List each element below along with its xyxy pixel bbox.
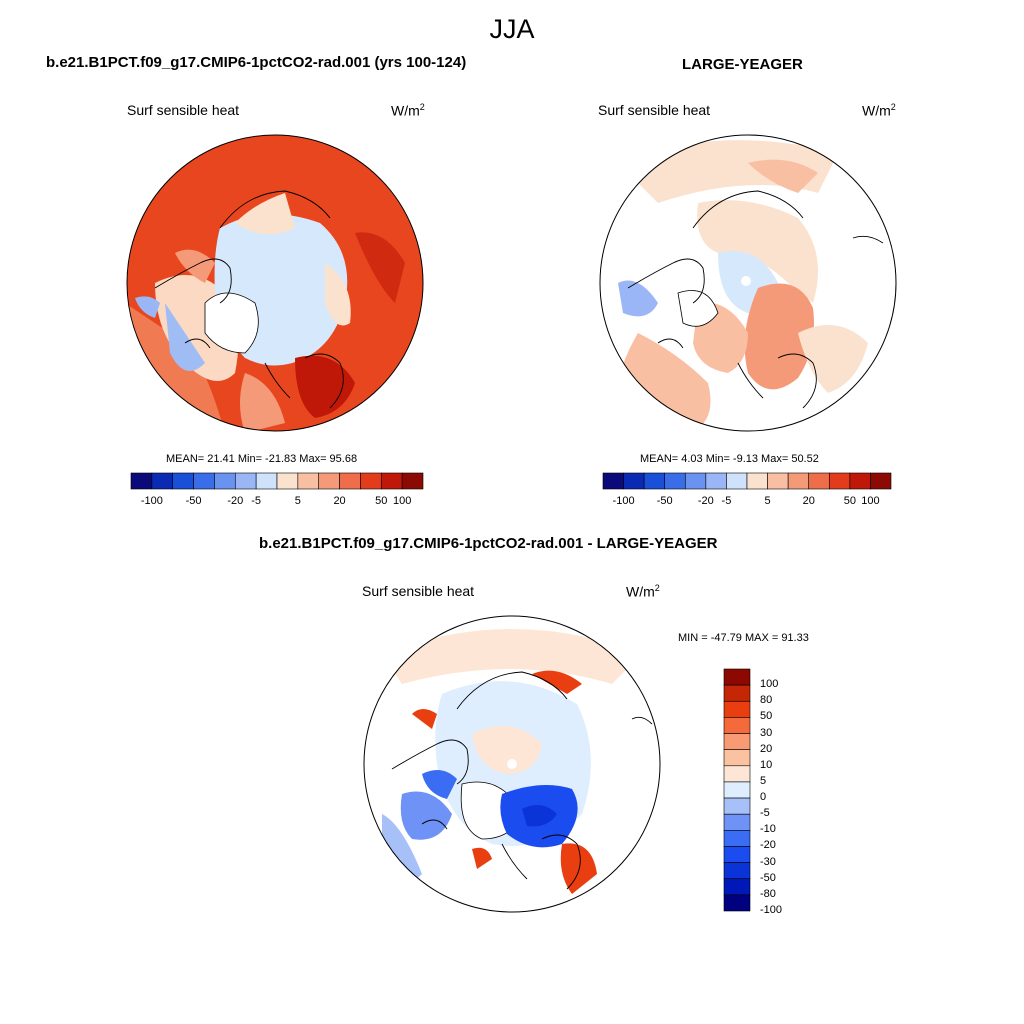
panel2-variable-label: Surf sensible heat [598,102,711,118]
colorbar-swatch [705,472,727,490]
panel3-title: b.e21.B1PCT.f09_g17.CMIP6-1pctCO2-rad.00… [259,535,718,552]
panel2-polar-map [599,134,897,432]
panel1-stats: MEAN= 21.41 Min= -21.83 Max= 95.68 [166,453,358,465]
colorbar-swatch [664,472,686,490]
colorbar-tick-label: 5 [760,774,767,787]
colorbar-tick-label: 0 [760,791,767,804]
panel1-colorbar [130,472,424,490]
colorbar-tick-label: 80 [760,694,773,707]
colorbar-swatch [723,797,751,815]
colorbar-tick-label: 30 [760,726,773,739]
colorbar-swatch [297,472,320,490]
colorbar-tick-label: 50 [760,710,773,723]
colorbar-tick-label: -100 [612,495,635,507]
colorbar-tick-label: 20 [760,742,773,755]
colorbar-tick-label: 20 [333,495,346,507]
colorbar-swatch [723,765,751,783]
colorbar-swatch [746,472,768,490]
colorbar-tick-label: 100 [760,678,779,691]
panel1-units-label: W/m2 [391,102,425,119]
colorbar-swatch [255,472,278,490]
colorbar-tick-label: -80 [760,887,776,900]
colorbar-swatch [151,472,174,490]
colorbar-swatch [723,684,751,702]
colorbar-tick-label: -20 [697,495,714,507]
colorbar-tick-label: -5 [760,807,770,820]
colorbar-tick-label: -100 [140,495,163,507]
colorbar-swatch [870,472,892,490]
colorbar-tick-label: 5 [294,495,301,507]
colorbar-tick-label: -20 [760,839,776,852]
colorbar-swatch [723,700,751,718]
panel3-variable-label: Surf sensible heat [362,583,475,599]
colorbar-tick-label: 50 [375,495,388,507]
colorbar-swatch [723,668,751,686]
colorbar-swatch [723,846,751,863]
colorbar-tick-label: -5 [251,495,262,507]
colorbar-swatch [234,472,257,490]
colorbar-swatch [130,472,153,490]
colorbar-swatch [723,781,751,799]
colorbar-swatch [684,472,707,490]
panel1-variable-label: Surf sensible heat [127,102,240,118]
colorbar-swatch [623,472,645,490]
colorbar-swatch [380,472,403,490]
colorbar-tick-label: -100 [760,904,783,916]
colorbar-tick-label: 100 [392,495,412,507]
colorbar-tick-label: 100 [861,495,880,507]
panel3-polar-map [363,615,661,913]
colorbar-tick-label: -50 [185,495,202,507]
colorbar-swatch [723,878,751,896]
colorbar-tick-label: -10 [760,823,776,836]
panel2-stats: MEAN= 4.03 Min= -9.13 Max= 50.52 [640,453,819,465]
colorbar-swatch [214,472,236,490]
panel3-stats: MIN = -47.79 MAX = 91.33 [678,632,809,644]
colorbar-tick-label: -20 [227,495,244,507]
colorbar-swatch [726,472,748,490]
colorbar-swatch [723,717,751,734]
colorbar-swatch [767,472,789,490]
colorbar-swatch [339,472,361,490]
panel1-polar-map [126,134,424,432]
colorbar-swatch [723,813,751,831]
colorbar-swatch [401,472,424,490]
colorbar-swatch [808,472,830,490]
colorbar-swatch [723,894,751,912]
colorbar-swatch [723,862,751,880]
panel2-title: LARGE-YEAGER [682,56,803,73]
colorbar-tick-label: 50 [843,495,856,507]
colorbar-tick-label: 20 [802,495,815,507]
colorbar-tick-label: -50 [656,495,673,507]
colorbar-swatch [828,472,851,490]
panel1-title: b.e21.B1PCT.f09_g17.CMIP6-1pctCO2-rad.00… [46,54,467,71]
colorbar-swatch [172,472,194,490]
colorbar-swatch [723,830,751,847]
colorbar-swatch [193,472,215,490]
colorbar-tick-label: -50 [760,871,776,884]
panel2-colorbar [602,472,892,490]
colorbar-tick-label: 10 [760,758,773,771]
colorbar-swatch [643,472,666,490]
colorbar-swatch [602,472,624,490]
panel3-colorbar [723,668,751,912]
colorbar-swatch [318,472,340,490]
colorbar-swatch [849,472,871,490]
colorbar-swatch [276,472,299,490]
colorbar-swatch [787,472,810,490]
colorbar-swatch [723,749,751,767]
colorbar-swatch [360,472,382,490]
colorbar-swatch [723,733,751,750]
colorbar-tick-label: -5 [721,495,732,507]
panel2-units-label: W/m2 [862,102,896,119]
colorbar-tick-label: 5 [764,495,771,507]
panel3-units-label: W/m2 [626,583,660,600]
figure-title: JJA [489,14,535,44]
colorbar-tick-label: -30 [760,855,776,868]
